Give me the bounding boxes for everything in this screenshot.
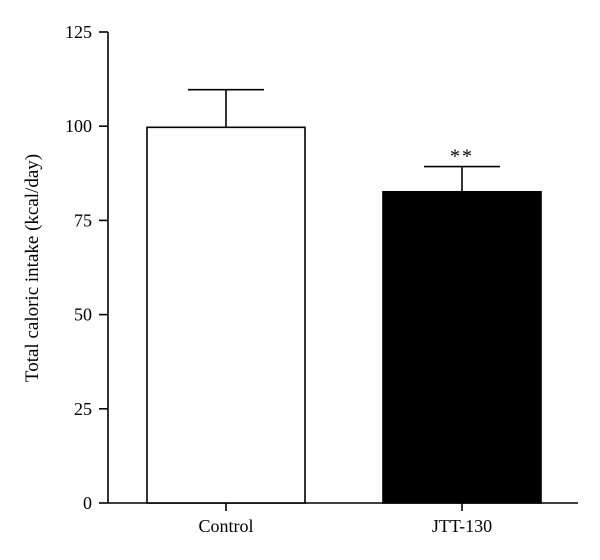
bar-control [146,126,306,504]
y-tick-label-0: 0 [83,493,92,513]
y-tick-label-100: 100 [65,116,92,136]
y-axis-title: Total caloric intake (kcal/day) [22,154,43,382]
y-tick-label-50: 50 [74,305,92,325]
significance-marker-jtt-130: ** [450,146,474,168]
y-tick-label-75: 75 [74,210,92,230]
x-tick-label-control: Control [198,516,253,536]
x-tick-label-jtt-130: JTT-130 [432,516,492,536]
plot-area: 0 25 50 75 100 125 Control JTT-130 ** [65,22,578,536]
bar-jtt-130 [382,190,542,504]
y-tick-label-25: 25 [74,399,92,419]
y-tick-label-125: 125 [65,22,92,42]
